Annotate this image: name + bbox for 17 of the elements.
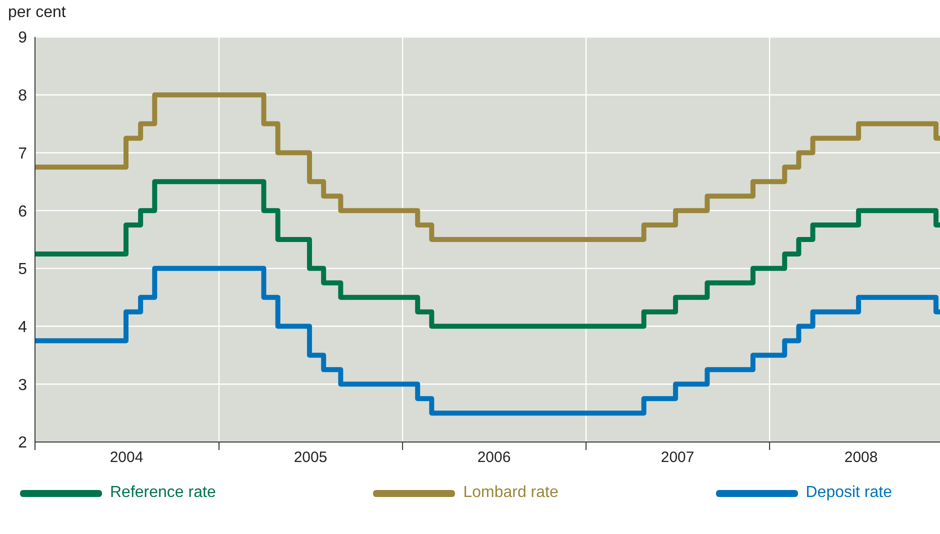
text: Lombard rate <box>463 484 558 502</box>
x-tick-label: 2006 <box>477 449 511 466</box>
y-tick-label: 7 <box>18 145 28 162</box>
text: Deposit rate <box>806 484 892 502</box>
x-tick-label: 2005 <box>294 449 328 466</box>
x-tick-label: 2004 <box>110 449 144 466</box>
text: Reference rate <box>110 484 216 502</box>
y-tick-label: 2 <box>18 434 28 452</box>
y-tick-label: 5 <box>18 261 28 278</box>
y-tick-label: 8 <box>18 88 28 105</box>
y-axis-title: per cent <box>8 4 66 22</box>
x-tick-label: 2007 <box>660 449 694 466</box>
y-tick-label: 4 <box>18 318 28 336</box>
y-tick-label: 6 <box>18 203 28 220</box>
x-tick-label: 2008 <box>844 449 878 466</box>
y-tick-label: 3 <box>18 376 28 394</box>
y-tick-label: 9 <box>18 30 28 47</box>
